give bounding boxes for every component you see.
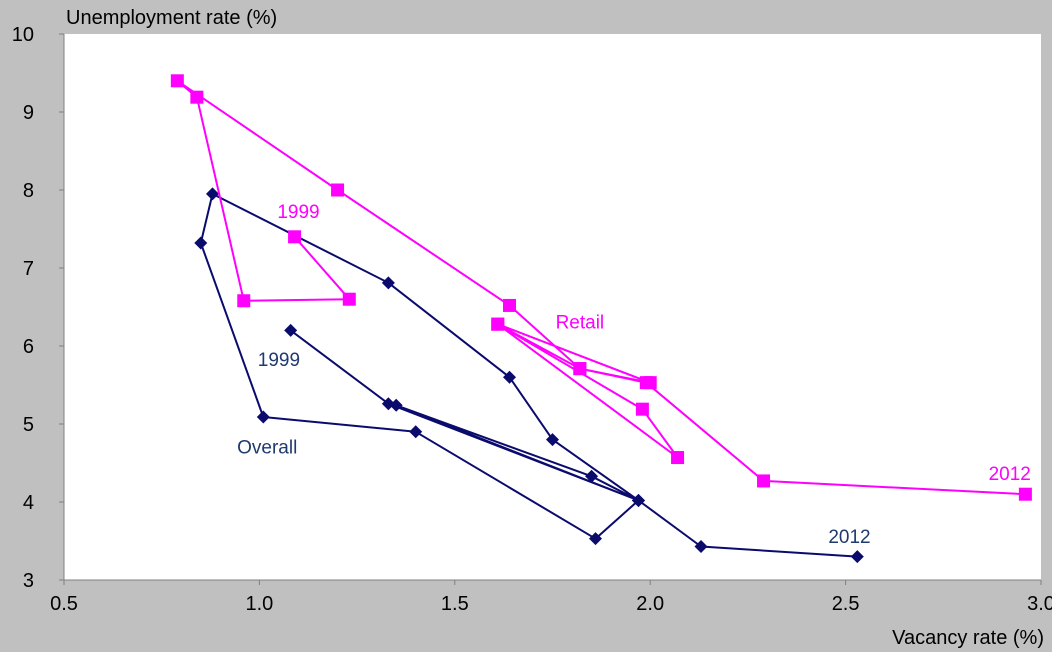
y-tick-label: 9 (23, 102, 34, 124)
retail-point (288, 230, 302, 244)
retail-point (503, 298, 517, 312)
retail-point (331, 183, 345, 197)
annotation-retail-2012: 2012 (989, 464, 1031, 485)
y-tick-label: 6 (23, 336, 34, 358)
retail-point (757, 474, 771, 488)
plot-area (64, 34, 1041, 580)
retail-point (635, 402, 649, 416)
annotation-overall-label: Overall (237, 437, 297, 458)
series-overall (194, 187, 864, 564)
y-tick-label: 4 (23, 492, 34, 514)
y-tick-label: 8 (23, 180, 34, 202)
retail-point (573, 362, 587, 376)
y-tick-label: 5 (23, 414, 34, 436)
series-retail (170, 74, 1032, 501)
x-tick-label: 3.0 (1027, 593, 1052, 615)
annotation-overall-1999: 1999 (258, 350, 300, 371)
overall-point (284, 323, 298, 337)
overall-point (850, 550, 864, 564)
axes-layer: 0.5 1.0 1.5 2.0 2.5 3.0 3 4 5 6 7 8 9 10 (12, 24, 1052, 615)
series-layer (170, 74, 1032, 564)
overall-point (256, 410, 270, 424)
annotation-retail-1999: 1999 (277, 202, 319, 223)
overall-point (694, 539, 708, 553)
retail-point (342, 292, 356, 306)
x-tick-label: 1.5 (441, 593, 469, 615)
overall-point (381, 276, 395, 290)
overall-point (206, 187, 220, 201)
overall-point (588, 532, 602, 546)
overall-point (194, 236, 208, 250)
retail-point (639, 376, 653, 390)
x-tick-label: 2.0 (636, 593, 664, 615)
annotation-retail-label: Retail (556, 313, 605, 334)
x-tick-label: 0.5 (50, 593, 78, 615)
y-axis-title: Unemployment rate (%) (66, 7, 277, 29)
retail-point (671, 451, 685, 465)
overall-point (631, 493, 645, 507)
x-axis-title: Vacancy rate (%) (892, 627, 1044, 649)
x-tick-label: 2.5 (832, 593, 860, 615)
x-tick-label: 1.0 (245, 593, 273, 615)
overall-point (389, 398, 403, 412)
y-tick-label: 3 (23, 570, 34, 592)
annotation-layer: 1999 Retail 2012 1999 Overall 2012 (237, 202, 1031, 548)
annotation-overall-2012: 2012 (828, 527, 870, 548)
overall-point (585, 469, 599, 483)
retail-point (190, 90, 204, 104)
retail-point (491, 317, 505, 331)
overall-point (546, 433, 559, 447)
retail-point (170, 74, 184, 88)
retail-point (1018, 487, 1032, 501)
overall-point (409, 425, 423, 439)
y-tick-label: 10 (12, 24, 34, 46)
overall-point (503, 370, 517, 384)
y-tick-label: 7 (23, 258, 34, 280)
retail-point (237, 294, 251, 308)
